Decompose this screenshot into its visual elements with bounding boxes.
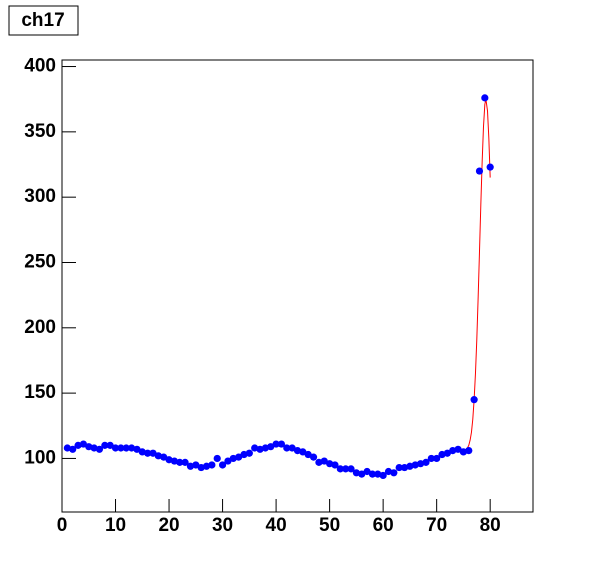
data-point — [95, 445, 104, 453]
x-tick-label: 40 — [266, 515, 287, 536]
data-point — [181, 458, 189, 466]
data-point — [395, 463, 403, 472]
data-point — [160, 453, 168, 461]
data-point — [122, 444, 130, 452]
x-tick-label: 60 — [373, 515, 394, 536]
data-point — [299, 448, 307, 456]
x-tick-label: 70 — [426, 515, 447, 536]
data-point — [267, 443, 275, 451]
x-tick-label: 50 — [319, 515, 340, 536]
data-point — [277, 440, 286, 448]
data-point — [331, 461, 339, 469]
data-point — [422, 458, 430, 466]
x-tick-label: 20 — [158, 515, 179, 536]
data-point — [379, 471, 387, 480]
data-point — [470, 396, 478, 404]
data-point — [101, 441, 109, 449]
data-point — [208, 461, 216, 469]
data-point — [218, 461, 227, 469]
data-point — [427, 454, 435, 463]
y-tick-label: 400 — [24, 56, 56, 77]
data-point — [336, 465, 344, 473]
data-point — [133, 445, 141, 453]
data-point — [192, 461, 200, 469]
y-tick-label: 350 — [24, 121, 56, 142]
data-point — [320, 457, 328, 465]
data-point — [481, 94, 489, 102]
data-point — [309, 453, 318, 461]
y-tick-label: 300 — [24, 186, 56, 207]
data-point — [245, 449, 253, 457]
data-point — [69, 445, 77, 453]
data-point — [213, 454, 221, 463]
data-point — [272, 440, 280, 448]
data-point — [347, 465, 355, 473]
data-point — [368, 470, 377, 478]
data-point — [283, 444, 291, 452]
y-tick-label: 150 — [24, 382, 56, 403]
data-point — [176, 458, 184, 466]
y-tick-label: 200 — [24, 317, 56, 338]
data-point — [288, 444, 296, 452]
chart-title: ch17 — [21, 10, 64, 31]
data-point — [363, 467, 371, 476]
data-point — [117, 444, 125, 452]
x-tick-label: 30 — [212, 515, 233, 536]
data-point — [475, 167, 484, 175]
data-point — [304, 450, 312, 459]
data-point — [358, 470, 366, 478]
x-tick-label: 10 — [105, 515, 126, 536]
data-point — [79, 440, 88, 448]
y-tick-label: 100 — [24, 447, 56, 468]
data-point — [106, 441, 114, 449]
data-point — [224, 457, 232, 465]
data-point — [144, 449, 152, 457]
title-box — [8, 5, 79, 36]
data-point — [465, 447, 473, 455]
data-point — [149, 449, 157, 457]
x-tick-label: 80 — [480, 515, 501, 536]
data-point — [433, 454, 441, 463]
data-point — [454, 445, 462, 453]
y-tick-label: 250 — [24, 252, 56, 273]
data-point — [390, 469, 398, 477]
data-point — [443, 449, 451, 457]
data-point — [111, 444, 120, 452]
data-point — [235, 453, 243, 461]
plot-frame — [61, 59, 534, 513]
x-tick-label: 0 — [57, 515, 68, 536]
data-point — [486, 163, 494, 171]
data-point — [342, 465, 350, 473]
